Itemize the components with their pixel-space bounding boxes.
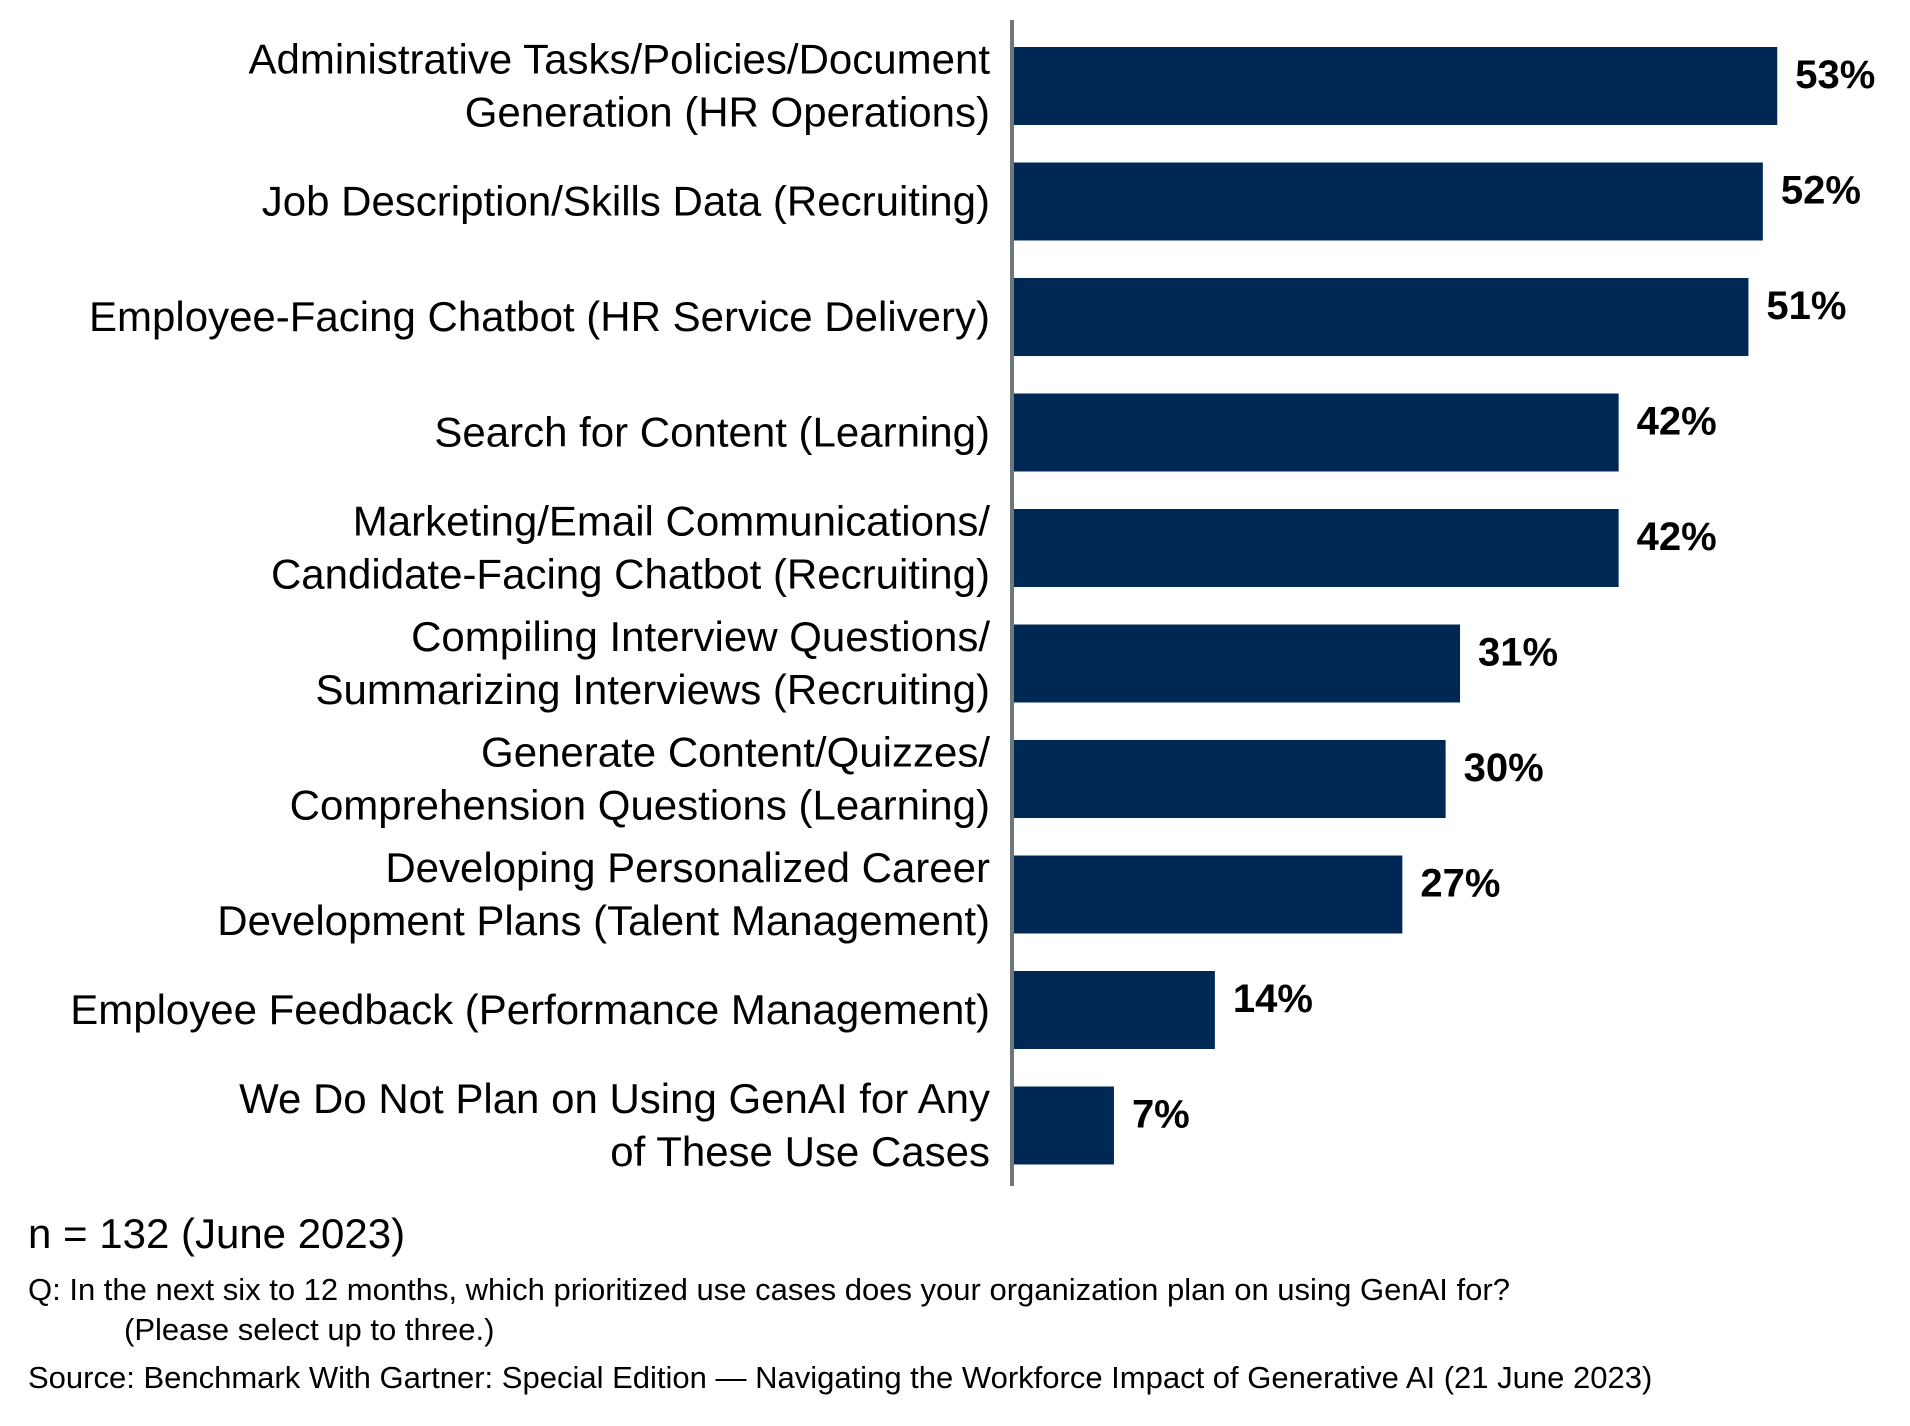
category-label: Employee Feedback (Performance Managemen…	[70, 986, 990, 1033]
category-label-line: Search for Content (Learning)	[434, 409, 990, 456]
category-label-line: Developing Personalized Career	[385, 844, 990, 891]
category-label-line: We Do Not Plan on Using GenAI for Any	[239, 1075, 990, 1122]
survey-question-line2: (Please select up to three.)	[124, 1312, 495, 1347]
value-label: 42%	[1637, 515, 1717, 559]
sample-size-note: n = 132 (June 2023)	[28, 1210, 406, 1257]
category-label-line: Comprehension Questions (Learning)	[290, 782, 990, 829]
category-label-line: Generate Content/Quizzes/	[481, 729, 990, 776]
bar-chart: Administrative Tasks/Policies/Document Ge…	[70, 20, 1875, 1186]
bar	[1013, 740, 1446, 818]
bar	[1013, 278, 1749, 356]
category-label: Developing Personalized Career Developmen…	[217, 844, 990, 944]
bar	[1013, 1086, 1114, 1165]
category-label-line: Candidate-Facing Chatbot (Recruiting)	[271, 551, 990, 598]
value-label: 7%	[1132, 1093, 1190, 1137]
category-label: Compiling Interview Questions/Summarizin…	[315, 613, 990, 713]
category-label-line: Compiling Interview Questions/	[411, 613, 990, 660]
value-label: 14%	[1233, 977, 1313, 1021]
category-labels-layer: Administrative Tasks/Policies/Document Ge…	[70, 36, 990, 1176]
source-note: Source: Benchmark With Gartner: Special …	[28, 1360, 1653, 1395]
category-label-line: Employee-Facing Chatbot (HR Service Deli…	[89, 293, 990, 340]
bar	[1013, 971, 1215, 1049]
value-label: 27%	[1420, 862, 1500, 906]
category-label-line: Generation (HR Operations)	[465, 89, 990, 136]
value-label: 51%	[1766, 284, 1846, 328]
category-label: Marketing/Email Communications/Candidate…	[271, 498, 990, 598]
survey-question-line1: Q: In the next six to 12 months, which p…	[28, 1272, 1510, 1307]
category-label: Administrative Tasks/Policies/Document Ge…	[248, 36, 990, 136]
category-label-line: Marketing/Email Communications/	[353, 498, 991, 545]
category-label: We Do Not Plan on Using GenAI for Any of …	[239, 1075, 990, 1175]
value-label: 31%	[1478, 631, 1558, 675]
bar	[1013, 509, 1619, 587]
category-label: Employee-Facing Chatbot (HR Service Deli…	[89, 293, 990, 340]
value-labels-layer: 53% 52% 51% 42% 42% 31% 30% 27% 14% 7%	[1132, 53, 1875, 1137]
value-label: 30%	[1464, 746, 1544, 790]
bar	[1013, 855, 1403, 934]
value-label: 53%	[1795, 53, 1875, 97]
value-label: 52%	[1781, 169, 1861, 213]
value-label: 42%	[1637, 400, 1717, 444]
bars-layer	[1013, 47, 1778, 1165]
bar	[1013, 162, 1763, 241]
category-label: Generate Content/Quizzes/Comprehension Q…	[290, 729, 991, 829]
bar	[1013, 624, 1461, 703]
category-label-line: Administrative Tasks/Policies/Document	[248, 36, 990, 83]
category-label: Search for Content (Learning)	[434, 409, 990, 456]
bar	[1013, 47, 1778, 125]
category-label-line: Development Plans (Talent Management)	[217, 897, 990, 944]
category-label-line: Employee Feedback (Performance Managemen…	[70, 986, 990, 1033]
survey-question: Q: In the next six to 12 months, which p…	[28, 1270, 1510, 1350]
category-label: Job Description/Skills Data (Recruiting)	[262, 178, 990, 225]
category-label-line: Job Description/Skills Data (Recruiting)	[262, 178, 990, 225]
category-label-line: Summarizing Interviews (Recruiting)	[315, 666, 990, 713]
category-label-line: of These Use Cases	[610, 1128, 990, 1175]
bar	[1013, 393, 1619, 472]
